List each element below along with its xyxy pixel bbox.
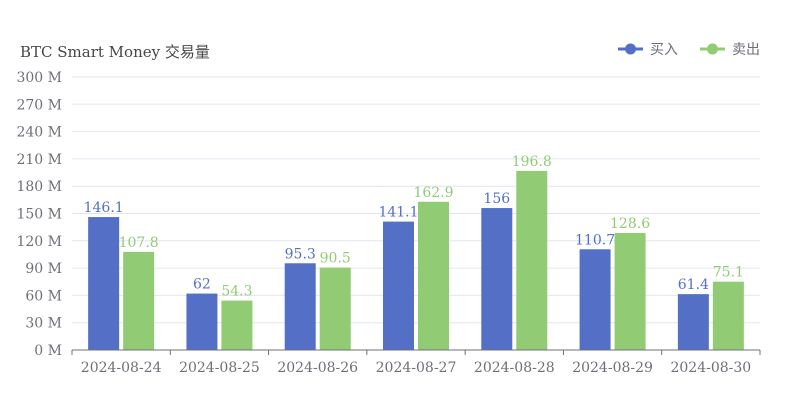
data-label: 54.3 — [221, 284, 252, 300]
data-label: 95.3 — [285, 246, 316, 262]
bar-buy[interactable] — [88, 217, 120, 350]
data-label: 75.1 — [713, 265, 744, 281]
bar-sell[interactable] — [221, 300, 253, 350]
legend-label: 买入 — [650, 42, 678, 58]
bar-buy[interactable] — [481, 208, 513, 350]
data-label: 146.1 — [84, 200, 124, 216]
y-tick-label: 240 M — [16, 125, 62, 141]
data-label: 128.6 — [610, 216, 650, 232]
data-label: 61.4 — [678, 277, 709, 293]
bar-buy[interactable] — [579, 249, 611, 350]
bars: 146.1 107.8 62 54.3 95.3 90.5 141.1 162.9 156 196… — [84, 154, 744, 350]
bar-sell[interactable] — [712, 281, 744, 350]
legend-item-sell[interactable]: 卖出 — [700, 42, 760, 58]
legend[interactable]: 买入 卖出 — [618, 42, 760, 58]
y-tick-label: 300 M — [16, 70, 62, 86]
y-tick-label: 180 M — [16, 179, 62, 195]
data-label: 110.7 — [575, 232, 615, 248]
y-axis-ticks: 0 M 30 M 60 M 90 M 120 M 150 M 180 M 210 M 240 M… — [16, 70, 62, 359]
x-tick-label: 2024-08-24 — [81, 360, 162, 376]
legend-label: 卖出 — [732, 42, 760, 58]
x-axis: 2024-08-24 2024-08-25 2024-08-26 2024-08-27… — [71, 349, 761, 376]
bar-buy[interactable] — [383, 221, 414, 350]
data-label: 162.9 — [413, 185, 453, 201]
y-tick-label: 270 M — [16, 97, 62, 113]
bar-buy[interactable] — [284, 263, 316, 350]
data-label: 141.1 — [378, 205, 418, 221]
legend-item-buy[interactable]: 买入 — [618, 42, 678, 58]
y-tick-label: 0 M — [34, 343, 62, 359]
x-tick-label: 2024-08-26 — [277, 360, 358, 376]
legend-marker-icon — [625, 43, 636, 55]
legend-marker-icon — [707, 43, 718, 55]
bar-sell[interactable] — [516, 170, 548, 350]
y-tick-label: 210 M — [16, 152, 62, 168]
bar-buy[interactable] — [677, 294, 709, 350]
x-tick-label: 2024-08-28 — [474, 360, 555, 376]
x-tick-label: 2024-08-30 — [670, 360, 751, 376]
y-tick-label: 60 M — [25, 288, 62, 304]
data-label: 107.8 — [119, 235, 159, 251]
bar-sell[interactable] — [614, 232, 646, 350]
bar-sell[interactable] — [319, 267, 351, 350]
data-label: 90.5 — [320, 251, 351, 267]
data-label: 62 — [193, 277, 211, 293]
data-label: 156 — [483, 191, 510, 207]
x-tick-label: 2024-08-29 — [572, 360, 653, 376]
x-tick-label: 2024-08-27 — [376, 360, 457, 376]
bar-buy[interactable] — [186, 293, 218, 350]
data-label: 196.8 — [512, 154, 552, 170]
chart-title: BTC Smart Money 交易量 — [20, 43, 210, 61]
y-tick-label: 150 M — [16, 207, 62, 223]
y-tick-label: 90 M — [25, 261, 62, 277]
bar-sell[interactable] — [418, 201, 449, 350]
y-tick-label: 30 M — [25, 316, 62, 332]
x-tick-label: 2024-08-25 — [179, 360, 260, 376]
y-tick-label: 120 M — [16, 234, 62, 250]
bar-sell[interactable] — [123, 251, 155, 350]
